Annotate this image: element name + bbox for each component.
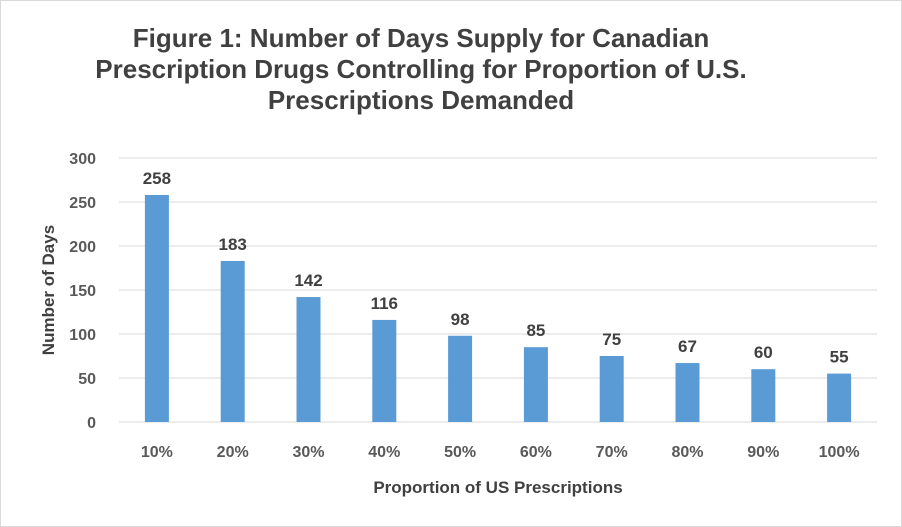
chart-title-line-1: Figure 1: Number of Days Supply for Cana… [132, 23, 710, 53]
y-tick-label: 100 [69, 327, 96, 344]
x-tick-label: 100% [819, 444, 860, 461]
data-label: 98 [451, 310, 470, 329]
y-axis-title: Number of Days [39, 225, 58, 355]
bar [675, 363, 700, 422]
data-label: 142 [294, 271, 322, 290]
bar [448, 335, 473, 422]
bars [144, 194, 852, 422]
y-tick-label: 200 [69, 239, 96, 256]
x-axis-ticks: 10% 20% 30% 40% 50% 60% 70% 80% 90% 100% [141, 444, 860, 461]
bar [144, 194, 169, 422]
chart-title-line-3: Prescriptions Demanded [267, 85, 575, 115]
bar [523, 347, 548, 422]
x-axis-title: Proportion of US Prescriptions [373, 478, 622, 497]
chart-title-line-2: Prescription Drugs Controlling for Propo… [95, 54, 747, 84]
x-tick-label: 30% [292, 444, 324, 461]
data-label: 116 [371, 294, 398, 313]
data-label: 183 [219, 235, 247, 254]
y-tick-label: 300 [69, 151, 96, 168]
y-tick-label: 0 [87, 415, 96, 432]
data-label: 60 [754, 343, 773, 362]
y-axis-ticks: 0 50 100 150 200 250 300 [69, 151, 96, 432]
x-tick-label: 40% [368, 444, 400, 461]
x-tick-label: 10% [141, 444, 173, 461]
x-tick-label: 70% [596, 444, 628, 461]
x-tick-label: 60% [520, 444, 552, 461]
data-label: 85 [526, 321, 545, 340]
y-tick-label: 50 [78, 371, 96, 388]
data-label: 67 [678, 337, 697, 356]
data-label: 258 [143, 169, 171, 188]
data-labels: 258 183 142 116 98 85 75 67 60 55 [143, 169, 849, 367]
data-label: 55 [830, 348, 849, 367]
y-tick-label: 250 [69, 195, 96, 212]
data-label: 75 [602, 330, 621, 349]
bar [220, 260, 245, 422]
bar [827, 373, 852, 422]
bar [599, 356, 624, 422]
bar [296, 297, 321, 422]
x-tick-label: 20% [217, 444, 249, 461]
gridlines [119, 157, 877, 423]
x-tick-label: 80% [671, 444, 703, 461]
x-tick-label: 50% [444, 444, 476, 461]
chart-title: Figure 1: Number of Days Supply for Cana… [1, 23, 841, 116]
x-tick-label: 90% [747, 444, 779, 461]
bar [372, 319, 397, 422]
bar [751, 369, 776, 422]
y-tick-label: 150 [69, 283, 96, 300]
